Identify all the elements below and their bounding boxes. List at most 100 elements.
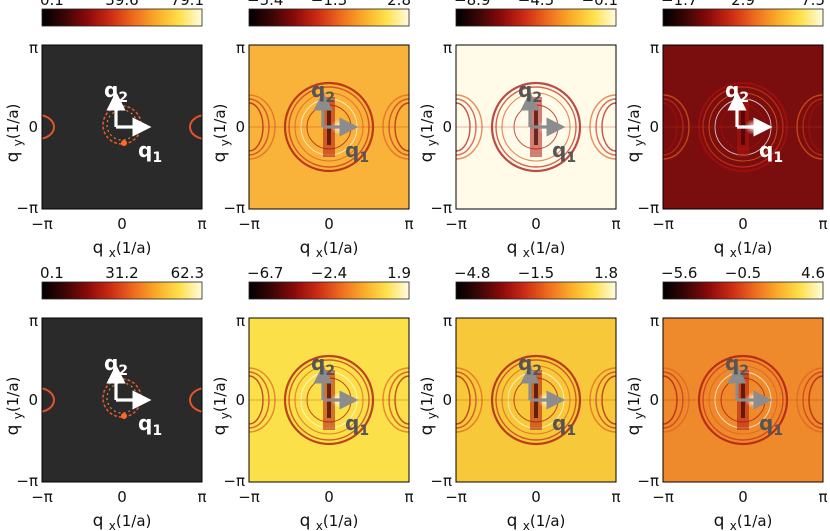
edge-arc: [249, 375, 264, 425]
y-tick-pi: π: [236, 39, 245, 57]
x-tick-zero: 0: [117, 488, 127, 506]
q1-subscript: 1: [566, 150, 576, 166]
x-axis-label: q x(1/a): [714, 238, 773, 260]
y-axis-label: q y(1/a): [3, 377, 25, 436]
x-axis-subscript: x: [523, 519, 530, 531]
interference-ring: [490, 354, 582, 446]
x-axis-label: q x(1/a): [300, 511, 359, 531]
interference-ring: [288, 359, 370, 441]
plot-frame: [248, 44, 410, 210]
y-axis-unit: (1/a): [211, 104, 229, 140]
x-tick-neg-pi: −π: [31, 488, 53, 506]
edge-arc: [595, 371, 616, 429]
colorbar-tick-label: 2.8: [387, 0, 411, 9]
edge-arc: [808, 375, 823, 425]
y-axis-label: q y(1/a): [417, 104, 439, 163]
edge-arc: [601, 102, 616, 152]
x-tick-zero: 0: [531, 215, 541, 233]
y-tick-neg-pi: −π: [637, 472, 659, 490]
y-tick-zero: 0: [235, 118, 245, 136]
colorbar: [41, 8, 203, 27]
x-axis-subscript: x: [316, 519, 323, 531]
y-axis-unit: (1/a): [625, 377, 643, 413]
y-tick-zero: 0: [28, 118, 38, 136]
colorbar: [662, 281, 824, 300]
q1-subscript: 1: [566, 423, 576, 439]
x-tick-zero: 0: [324, 488, 334, 506]
colorbar-tick-label: 0.1: [40, 0, 64, 9]
y-axis-subscript: y: [632, 139, 646, 146]
hot-spot: [121, 140, 127, 146]
interference-ring: [495, 359, 577, 441]
colorbar-tick-label: −1.5: [518, 264, 554, 282]
y-axis-label: q y(1/a): [624, 104, 646, 163]
colorbar-tick-label: 7.5: [801, 0, 825, 9]
x-axis-subscript: x: [523, 246, 530, 260]
x-tick-zero: 0: [738, 215, 748, 233]
edge-arc: [808, 102, 823, 152]
interference-ring: [697, 354, 789, 446]
edge-arc: [663, 371, 684, 429]
edge-arc: [249, 367, 276, 433]
plot-frame: [248, 317, 410, 483]
interference-ring: [283, 354, 375, 446]
plot-frame: [455, 44, 617, 210]
y-axis-unit: (1/a): [418, 377, 436, 413]
q2-subscript: 2: [325, 363, 335, 379]
x-axis-label: q x(1/a): [507, 511, 566, 531]
colorbar-tick-label: 1.9: [387, 264, 411, 282]
interference-ring: [702, 86, 784, 168]
edge-arc: [249, 94, 276, 160]
x-axis-subscript: x: [730, 519, 737, 531]
colorbar: [41, 281, 203, 300]
q1-subscript: 1: [773, 150, 783, 166]
colorbar-tick-label: −5.4: [247, 0, 283, 9]
edge-arc: [249, 371, 270, 429]
scattering-ring-edge: [189, 114, 202, 140]
y-axis-unit: (1/a): [4, 377, 22, 413]
x-tick-zero: 0: [324, 215, 334, 233]
edge-arc: [663, 94, 690, 160]
colorbar-tick-label: −4.8: [454, 264, 490, 282]
edge-arc: [663, 367, 690, 433]
plot-frame: [455, 317, 617, 483]
y-tick-neg-pi: −π: [430, 199, 452, 217]
q2-subscript: 2: [118, 90, 128, 106]
x-axis-subscript: x: [316, 246, 323, 260]
x-tick-zero: 0: [531, 488, 541, 506]
edge-arc: [456, 367, 483, 433]
y-tick-pi: π: [650, 312, 659, 330]
colorbar: [455, 281, 617, 300]
edge-arc: [394, 375, 409, 425]
y-axis-subscript: y: [425, 412, 439, 419]
hot-spot: [121, 413, 127, 419]
edge-arc: [796, 367, 823, 433]
edge-arc: [382, 367, 409, 433]
colorbar-tick-label: 39.6: [105, 0, 138, 9]
interference-ring: [697, 81, 789, 173]
x-tick-neg-pi: −π: [31, 215, 53, 233]
x-tick-pi: π: [197, 215, 206, 233]
edge-arc: [388, 371, 409, 429]
y-tick-pi: π: [236, 312, 245, 330]
interference-ring: [283, 81, 375, 173]
y-tick-pi: π: [29, 312, 38, 330]
x-tick-pi: π: [611, 488, 620, 506]
y-tick-zero: 0: [442, 118, 452, 136]
y-axis-subscript: y: [11, 412, 25, 419]
x-axis-label: q x(1/a): [507, 238, 566, 260]
colorbar-tick-label: 2.9: [731, 0, 755, 9]
colorbar-tick-label: −4.5: [518, 0, 554, 9]
q2-subscript: 2: [739, 363, 749, 379]
interference-ring: [288, 86, 370, 168]
x-axis-label: q x(1/a): [714, 511, 773, 531]
edge-arc: [249, 102, 264, 152]
y-tick-pi: π: [650, 39, 659, 57]
edge-arc: [663, 102, 678, 152]
y-axis-unit: (1/a): [625, 104, 643, 140]
